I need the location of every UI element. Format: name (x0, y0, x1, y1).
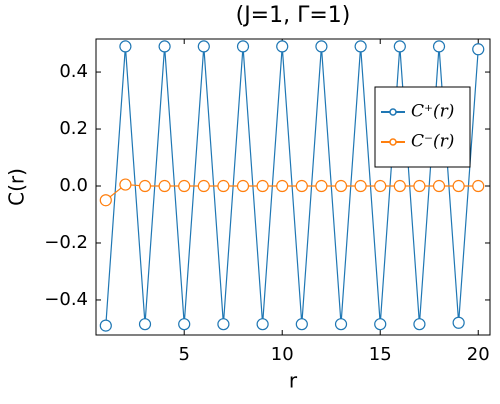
point (236, 179, 250, 193)
point (354, 179, 367, 193)
y-tick-label: 0.0 (59, 175, 88, 196)
point (452, 316, 465, 329)
point (413, 179, 426, 193)
point (432, 40, 446, 53)
point (393, 179, 406, 193)
point (99, 319, 112, 332)
y-tick-label: 0.4 (59, 61, 88, 82)
point (452, 179, 465, 193)
legend-label: C⁺(r) (411, 102, 454, 122)
legend-marker (389, 108, 397, 116)
point (236, 40, 250, 53)
point (432, 179, 446, 193)
point (334, 318, 348, 331)
point (374, 179, 387, 193)
point (256, 179, 269, 193)
point (158, 179, 171, 193)
chart-title: (J=1, Γ=1) (236, 3, 351, 28)
series-line (105, 46, 479, 326)
point (256, 318, 269, 331)
point (315, 40, 328, 53)
point (119, 40, 132, 53)
x-axis-label: r (289, 369, 298, 393)
point (472, 43, 485, 56)
point (217, 179, 230, 193)
point (178, 179, 191, 193)
point (276, 40, 289, 53)
point (276, 179, 289, 193)
y-tick-label: 0.2 (59, 118, 88, 139)
point (295, 179, 308, 193)
x-tick-label: 15 (369, 344, 392, 365)
y-tick-label: −0.4 (44, 289, 88, 310)
point (99, 194, 112, 207)
point (374, 318, 387, 331)
point (413, 318, 426, 331)
legend-marker (389, 138, 397, 146)
point (178, 318, 191, 331)
x-tick-label: 5 (178, 344, 189, 365)
point (119, 178, 132, 191)
point (295, 318, 308, 331)
point (197, 40, 210, 53)
y-axis-label: C(r) (5, 168, 29, 206)
point (354, 40, 367, 53)
point (334, 179, 348, 193)
point (393, 40, 406, 53)
y-tick-label: −0.2 (44, 232, 88, 253)
point (158, 40, 171, 53)
point (138, 318, 152, 331)
legend-label: C⁻(r) (411, 132, 454, 152)
point (217, 318, 230, 331)
point (315, 179, 328, 193)
x-tick-label: 10 (271, 344, 294, 365)
point (138, 179, 152, 193)
legend-box (374, 86, 471, 168)
plot-frame (95, 38, 491, 336)
x-tick-label: 20 (467, 344, 490, 365)
point (472, 179, 485, 193)
point (197, 179, 210, 193)
